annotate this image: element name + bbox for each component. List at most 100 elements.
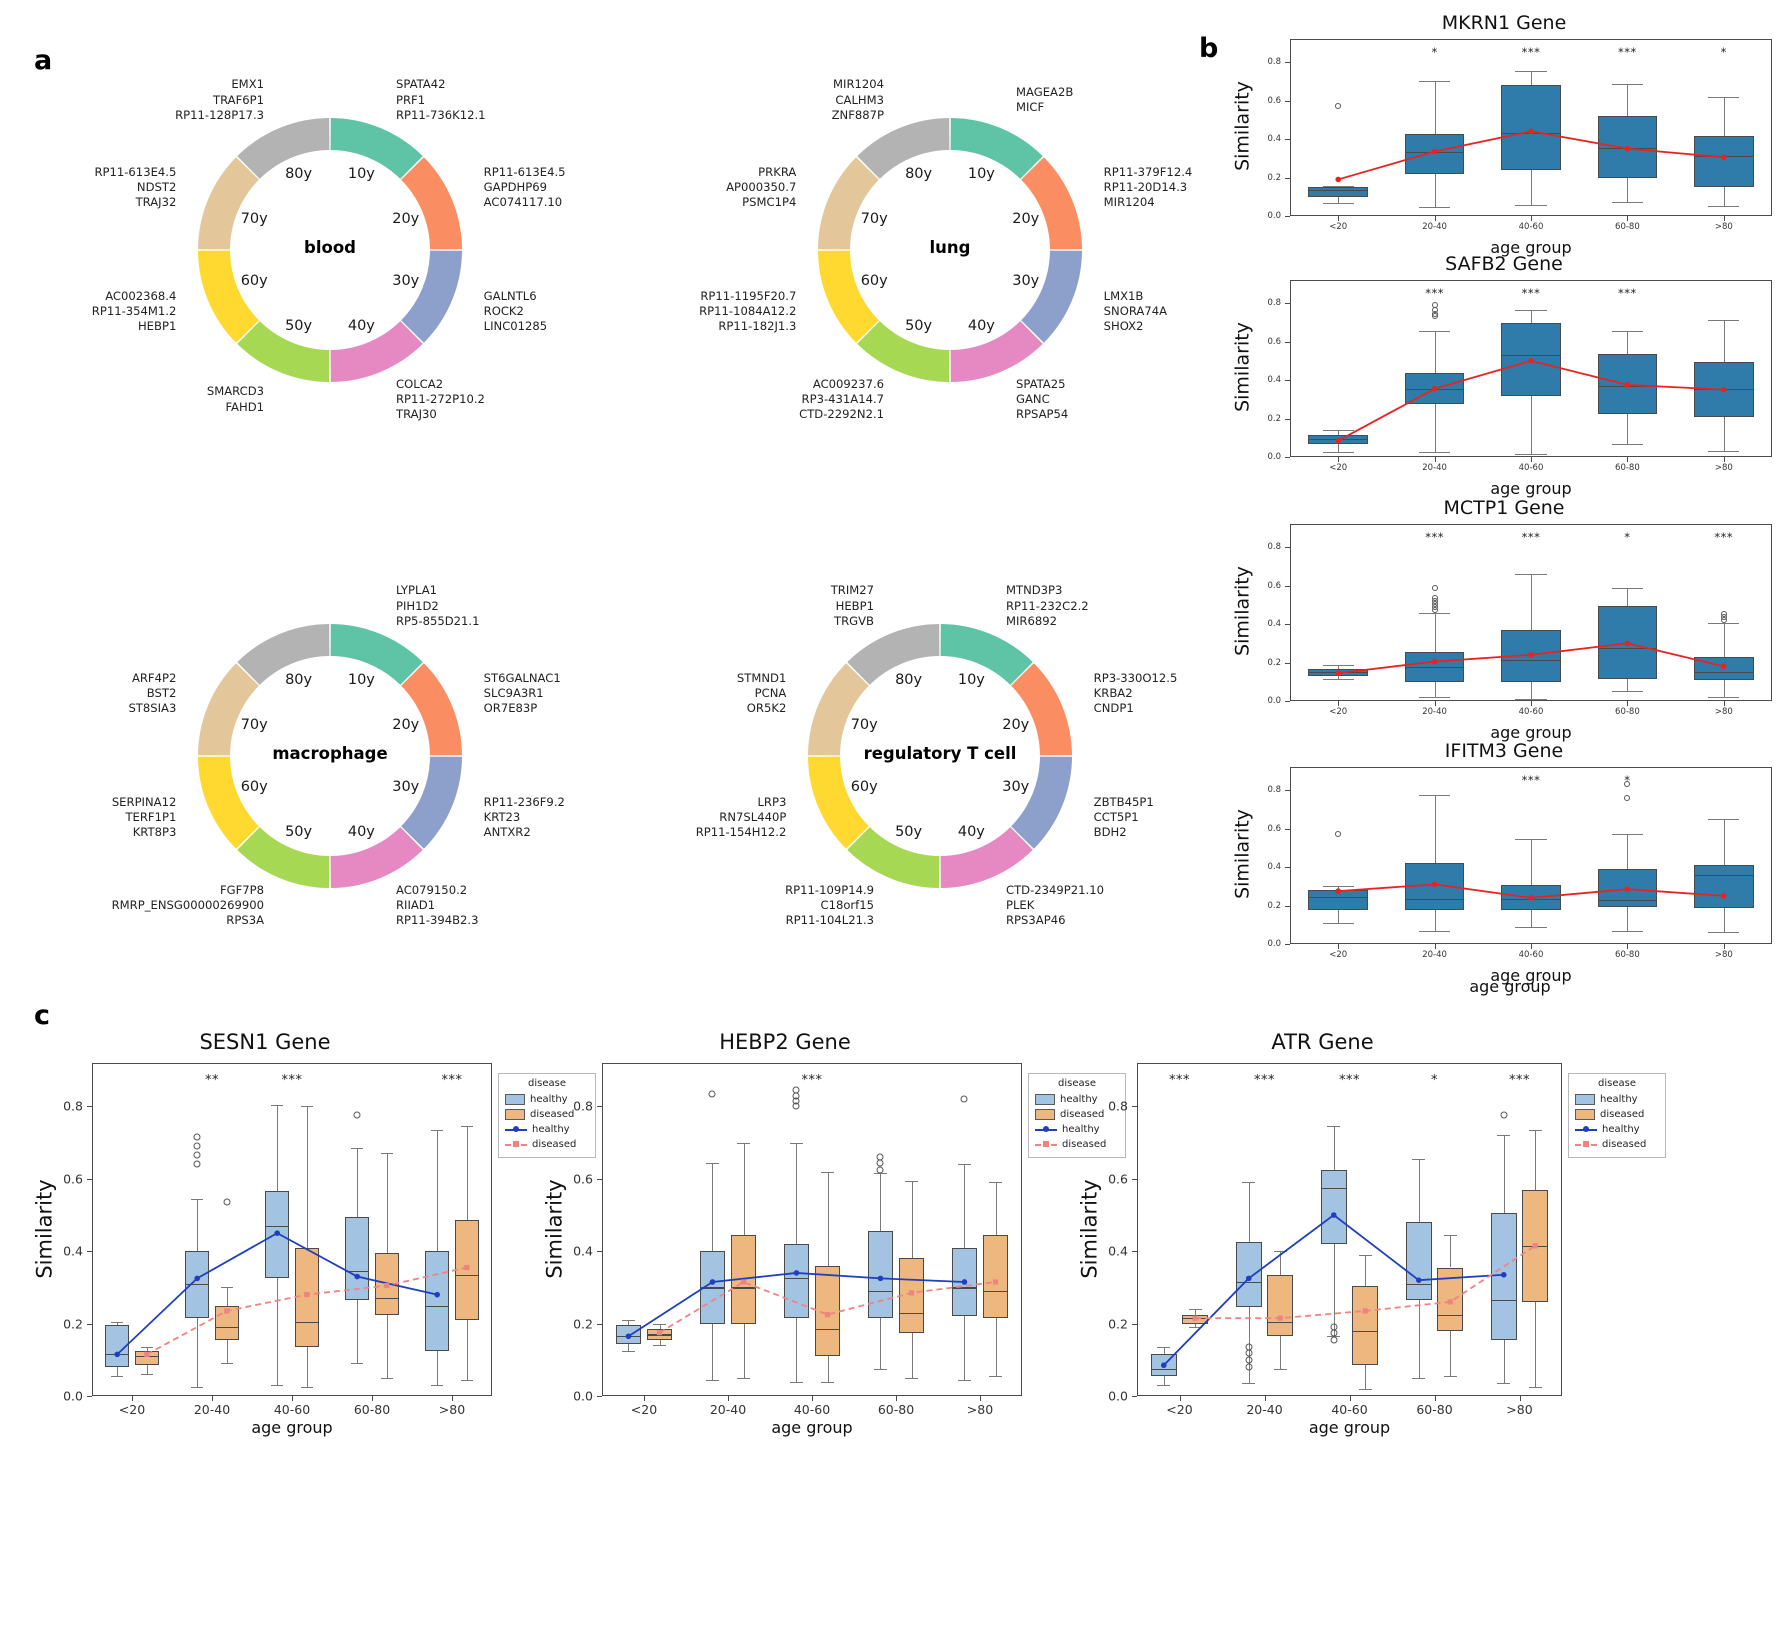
donut-age-tick: 10y	[347, 166, 375, 183]
boxplot-cap-lower	[140, 1374, 154, 1376]
gene-name: TRAF6P1	[213, 92, 265, 107]
boxplot-median	[1693, 874, 1754, 876]
boxplot-whisker-lower	[1627, 178, 1629, 202]
legend-label: diseased	[1602, 1139, 1647, 1150]
boxplot-whisker-upper	[1723, 818, 1725, 866]
donut-age-tick: 80y	[895, 672, 923, 689]
x-tick-mark	[1434, 216, 1436, 221]
y-tick-mark	[1285, 790, 1290, 792]
boxplot-median	[898, 1312, 925, 1314]
panel-label-b: b	[1199, 33, 1219, 64]
boxplot-whisker-upper	[1434, 330, 1436, 374]
boxplot-outlier	[708, 1090, 716, 1098]
boxplot-whisker-lower	[277, 1278, 279, 1386]
gene-name: HEBP1	[835, 598, 875, 613]
boxplot-whisker-lower	[1338, 444, 1340, 453]
x-tick-label: 20-40	[193, 1402, 231, 1417]
boxplot-cap-lower	[1708, 697, 1740, 699]
y-tick-mark	[1285, 624, 1290, 626]
boxplot-cap-lower	[1611, 931, 1643, 933]
significance-marker: ***	[1169, 1073, 1190, 1088]
gene-name: FAHD1	[225, 399, 265, 414]
boxplot-median	[1352, 1330, 1378, 1332]
donut-age-tick: 80y	[285, 166, 313, 183]
donut-age-tick: 50y	[285, 317, 313, 334]
boxplot-outlier	[1335, 102, 1342, 109]
donut-age-tick: 40y	[347, 317, 375, 334]
gene-name: RP11-128P17.3	[175, 107, 265, 122]
gene-name: SPATA42	[395, 77, 446, 92]
boxplot-median	[1693, 156, 1754, 158]
significance-marker: ***	[1618, 286, 1637, 300]
gene-name: RP11-154H12.2	[695, 825, 787, 840]
x-tick-label: 60-80	[1615, 463, 1640, 473]
boxplot-box-diseased	[134, 1350, 159, 1366]
boxplot-median	[982, 1291, 1009, 1293]
significance-marker: ***	[1425, 530, 1444, 544]
legend-label: healthy	[1060, 1094, 1098, 1105]
x-tick-label: 40-60	[273, 1402, 311, 1417]
y-tick-label: 0.4	[1267, 375, 1281, 386]
legend-swatch	[1035, 1094, 1055, 1105]
y-tick-mark	[1285, 662, 1290, 664]
boxplot-box-healthy	[1491, 1213, 1517, 1340]
boxplot-whisker-lower	[796, 1318, 798, 1382]
boxplot-median	[374, 1298, 399, 1300]
boxplot-cap-upper	[300, 1106, 314, 1108]
boxplot-cap-lower	[380, 1377, 394, 1379]
donut-segment	[1011, 663, 1072, 756]
x-tick-label: 20-40	[709, 1402, 747, 1417]
gene-name: RPSAP54	[1015, 407, 1069, 422]
boxplot-median	[1597, 385, 1658, 387]
y-tick-label: 0.6	[1267, 823, 1281, 834]
x-axis-label: age group	[1490, 479, 1572, 498]
boxplot-whisker-lower	[1280, 1336, 1282, 1369]
boxplot-cap-lower	[1242, 1383, 1256, 1385]
boxplot-box	[1308, 890, 1369, 911]
boxplot-cap-upper	[190, 1198, 204, 1200]
x-tick-label: <20	[118, 1402, 146, 1417]
boxplot-whisker-lower	[357, 1300, 359, 1364]
boxplot-cap-lower	[1273, 1368, 1287, 1370]
y-axis-label: Similarity	[542, 1178, 566, 1279]
boxplot-cap-lower	[736, 1377, 751, 1379]
x-tick-mark	[1627, 216, 1629, 221]
x-tick-mark	[1179, 1396, 1181, 1401]
boxplot-cap-upper	[1708, 623, 1740, 625]
x-tick-mark	[1338, 944, 1340, 949]
significance-marker: ***	[1714, 530, 1734, 544]
x-tick-mark	[812, 1396, 813, 1401]
boxplot-cap-lower	[190, 1386, 204, 1388]
boxplot-whisker-upper	[466, 1126, 468, 1221]
significance-marker: ***	[1521, 286, 1541, 300]
gene-name: RP11-394B2.3	[395, 913, 479, 928]
gene-name: RIIAD1	[395, 897, 436, 912]
x-tick-mark	[1627, 457, 1629, 462]
gene-name: RPS3A	[226, 913, 265, 928]
donut-gene-label: FGF7P8 RMRP_ENSG00000269900 RPS3A	[112, 883, 264, 929]
boxplot-cap-lower	[220, 1363, 234, 1365]
significance-marker: ***	[801, 1073, 823, 1088]
boxplot-cap-lower	[1322, 452, 1354, 454]
boxplot-whisker-upper	[1627, 330, 1629, 355]
donut-gene-label: LRP3 RN7SL440P RP11-154H12.2	[696, 795, 787, 841]
boxplot-cap-upper	[110, 1321, 124, 1323]
gene-name: PRF1	[395, 92, 426, 107]
boxplot-outlier	[1500, 1111, 1508, 1119]
x-tick-label: 60-80	[353, 1402, 391, 1417]
legend-line-sample	[1035, 1139, 1057, 1150]
boxplot-cap-lower	[1528, 1386, 1542, 1388]
boxplot-median	[615, 1336, 642, 1338]
x-tick-label: 20-40	[1422, 707, 1447, 717]
gene-name: BST2	[146, 686, 177, 701]
donut-gene-label: TRIM27 HEBP1 TRGVB	[831, 583, 874, 629]
boxplot-cap-lower	[1188, 1327, 1202, 1329]
boxplot-whisker-lower	[1338, 675, 1340, 679]
gene-name: LMX1B	[1103, 288, 1144, 303]
y-tick-label: 0.8	[1267, 785, 1281, 796]
boxplot-cap-upper	[1327, 1126, 1341, 1128]
y-tick-label: 0.6	[63, 1171, 83, 1187]
x-axis-label: age group	[1490, 723, 1572, 742]
boxplot-whisker-lower	[1723, 679, 1725, 698]
donut-age-tick: 30y	[1002, 779, 1030, 796]
